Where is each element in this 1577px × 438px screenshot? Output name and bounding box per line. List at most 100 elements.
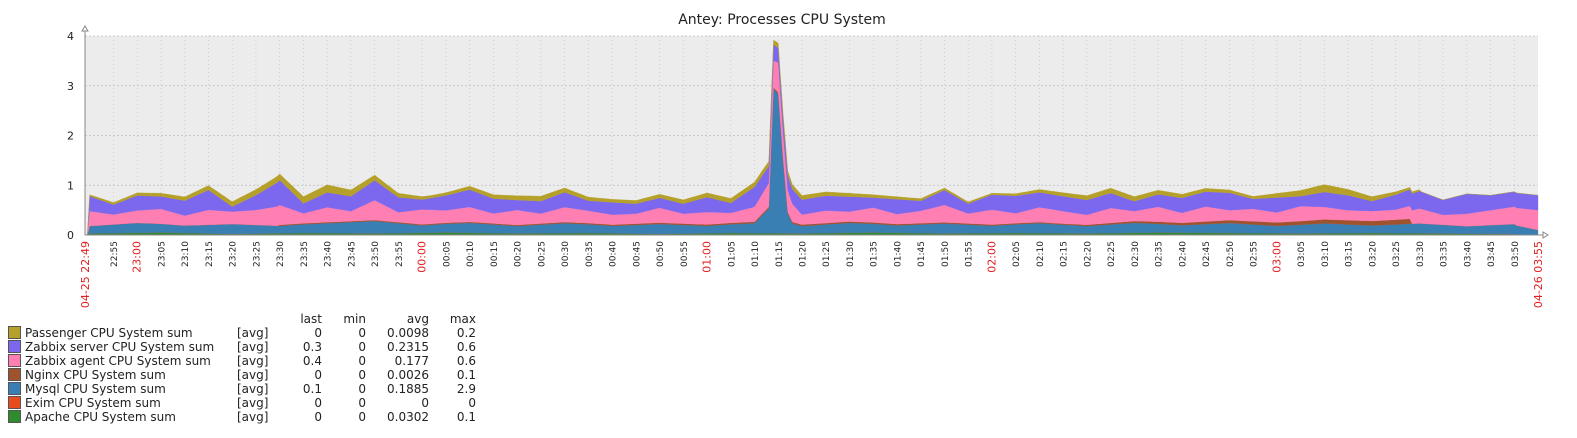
x-tick-label: 23:40	[324, 241, 334, 267]
legend-swatch	[8, 340, 21, 353]
legend-series-avg: 0.0026	[387, 368, 429, 382]
x-tick-label: 03:30	[1416, 241, 1426, 267]
legend-series-last: 0	[314, 326, 322, 340]
x-tick-label: 03:10	[1321, 241, 1331, 267]
legend-series-max: 0	[468, 396, 476, 410]
x-tick-label: 02:45	[1202, 241, 1212, 267]
legend-series-last: 0	[314, 410, 322, 424]
x-tick-label: 23:10	[181, 241, 191, 267]
x-tick-label: 03:40	[1463, 241, 1473, 267]
x-tick-label: 00:15	[490, 241, 500, 267]
chart-title: Antey: Processes CPU System	[678, 12, 886, 28]
legend-series-avg: 0.1885	[387, 382, 429, 396]
x-tick-label: 01:55	[965, 241, 975, 267]
legend-series-func: [avg]	[237, 382, 269, 396]
legend-row: Mysql CPU System sum [avg] 0.1 0 0.1885 …	[8, 382, 476, 396]
legend-series-last: 0	[314, 368, 322, 382]
x-tick-label: 01:10	[751, 241, 761, 267]
x-tick-label: 00:10	[466, 241, 476, 267]
legend-series-max: 0.6	[456, 340, 476, 354]
x-hour-label: 23:00	[131, 241, 144, 273]
legend-series-func: [avg]	[237, 340, 269, 354]
x-tick-label: 02:35	[1155, 241, 1165, 267]
legend-series-max: 2.9	[456, 382, 476, 396]
y-tick-label: 0	[67, 229, 74, 242]
y-tick-label: 4	[67, 30, 74, 43]
x-hour-label: 03:00	[1270, 241, 1283, 273]
legend-series-func: [avg]	[237, 410, 269, 424]
legend-series-avg: 0.177	[394, 354, 429, 368]
legend-row: Passenger CPU System sum [avg] 0 0 0.009…	[8, 326, 476, 340]
y-tick-label: 1	[67, 179, 74, 192]
legend-series-func: [avg]	[237, 368, 269, 382]
x-tick-label: 01:35	[870, 241, 880, 267]
legend-swatch	[8, 410, 21, 423]
legend-series-name: Zabbix agent CPU System sum	[25, 354, 211, 368]
legend-header-min: min	[343, 312, 366, 326]
x-hour-label: 01:00	[701, 241, 714, 273]
legend-series-min: 0	[358, 354, 366, 368]
legend-series-avg: 0.0098	[387, 326, 429, 340]
x-tick-label: 00:40	[609, 241, 619, 267]
x-tick-label: 23:20	[229, 241, 239, 267]
legend-series-min: 0	[358, 340, 366, 354]
x-tick-label: 03:45	[1487, 241, 1497, 267]
legend-series-func: [avg]	[237, 354, 269, 368]
legend-series-min: 0	[358, 326, 366, 340]
x-tick-label: 00:50	[656, 241, 666, 267]
legend-series-max: 0.2	[456, 326, 476, 340]
legend-series-max: 0.1	[456, 368, 476, 382]
x-tick-label: 03:20	[1368, 241, 1378, 267]
x-tick-label: 23:55	[395, 241, 405, 267]
x-tick-label: 00:45	[632, 241, 642, 267]
x-tick-label: 02:10	[1036, 241, 1046, 267]
legend-row: Apache CPU System sum [avg] 0 0 0.0302 0…	[8, 410, 476, 424]
x-tick-label: 23:30	[276, 241, 286, 267]
legend-series-name: Zabbix server CPU System sum	[25, 340, 215, 354]
x-tick-label: 03:05	[1297, 241, 1307, 267]
legend-series-min: 0	[358, 368, 366, 382]
series-area-passenger-cpu-system-sum	[85, 39, 1539, 236]
x-tick-label: 02:40	[1178, 241, 1188, 267]
x-tick-label: 23:15	[205, 241, 215, 267]
legend-series-name: Nginx CPU System sum	[25, 368, 166, 382]
x-tick-label: 00:30	[561, 241, 571, 267]
legend-series-last: 0.4	[302, 354, 322, 368]
legend-swatch	[8, 396, 21, 409]
x-tick-label: 00:20	[514, 241, 524, 267]
y-tick-label: 3	[67, 80, 74, 93]
x-tick-label: 01:15	[775, 241, 785, 267]
legend-swatch	[8, 326, 21, 339]
x-tick-label: 03:35	[1440, 241, 1450, 267]
x-tick-label: 03:50	[1511, 241, 1521, 267]
legend-row: Nginx CPU System sum [avg] 0 0 0.0026 0.…	[8, 368, 476, 382]
x-start-label: 04-25 22:49	[79, 241, 92, 308]
x-tick-label: 02:25	[1107, 241, 1117, 267]
legend-table: last min avg max Passenger CPU System su…	[8, 312, 476, 424]
legend-series-func: [avg]	[237, 396, 269, 410]
y-tick-labels: 0 1 2 3 4	[67, 30, 74, 242]
x-tick-label: 00:55	[680, 241, 690, 267]
x-tick-label: 03:25	[1392, 241, 1402, 267]
x-tick-label: 01:30	[846, 241, 856, 267]
x-tick-label: 00:05	[442, 241, 452, 267]
x-tick-label: 01:20	[799, 241, 809, 267]
legend-series-avg: 0	[421, 396, 429, 410]
legend-series-min: 0	[358, 382, 366, 396]
x-tick-label: 02:50	[1226, 241, 1236, 267]
legend-series-name: Exim CPU System sum	[25, 396, 161, 410]
legend-series-max: 0.1	[456, 410, 476, 424]
y-axis-arrow-icon	[81, 25, 89, 32]
legend-series-last: 0.3	[302, 340, 322, 354]
legend-series-avg: 0.0302	[387, 410, 429, 424]
legend-swatch	[8, 354, 21, 367]
legend-swatch	[8, 382, 21, 395]
legend-series-last: 0.1	[302, 382, 322, 396]
legend-series-last: 0	[314, 396, 322, 410]
y-tick-label: 2	[67, 130, 74, 143]
stacked-areas	[85, 39, 1539, 236]
legend-header-last: last	[300, 312, 322, 326]
x-tick-labels: 22:55 23:00 23:05 23:10 23:15 23:20 23:25 23:30…	[79, 241, 1545, 308]
